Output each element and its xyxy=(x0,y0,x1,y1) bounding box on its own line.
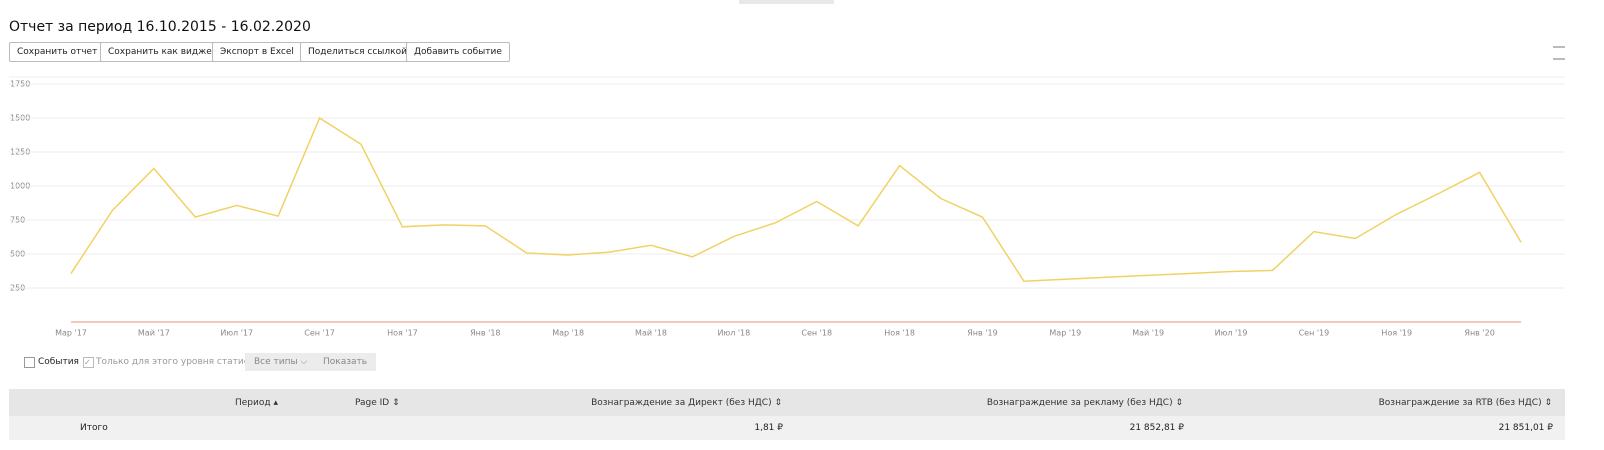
types-label: Все типы xyxy=(254,357,298,367)
tab-handle xyxy=(739,0,834,4)
toolbar-button[interactable]: Добавить событие xyxy=(406,42,510,62)
column-header[interactable]: Page ID ⇕ xyxy=(355,398,400,408)
level-only-label[interactable]: Только для этого уровня статистики xyxy=(96,357,272,367)
checkbox[interactable] xyxy=(24,357,35,368)
x-tick-label: Сен '17 xyxy=(304,329,335,338)
toolbar-button[interactable]: Поделиться ссылкой xyxy=(300,42,415,62)
cell-value: 21 852,81 ₽ xyxy=(1129,423,1184,433)
x-tick-label: Ноя '19 xyxy=(1381,329,1412,338)
x-tick-label: Сен '19 xyxy=(1299,329,1330,338)
x-tick-label: Мар '18 xyxy=(552,329,584,338)
x-tick-label: Мар '19 xyxy=(1049,329,1081,338)
column-title: Вознаграждение за Директ (без НДС) xyxy=(591,398,772,408)
x-tick-label: Ноя '18 xyxy=(884,329,915,338)
column-title: Вознаграждение за RTB (без НДС) xyxy=(1378,398,1542,408)
events-label[interactable]: События xyxy=(38,357,79,367)
column-title: Период xyxy=(235,398,271,408)
x-tick-label: Июл '18 xyxy=(717,329,750,338)
x-tick-label: Июл '19 xyxy=(1215,329,1248,338)
column-header[interactable]: Вознаграждение за RTB (без НДС) ⇕ xyxy=(1378,398,1552,408)
toolbar-button[interactable]: Сохранить как виджет xyxy=(100,42,225,62)
cell-value: 21 851,01 ₽ xyxy=(1498,423,1553,433)
column-header[interactable]: Период ▴ xyxy=(235,398,278,408)
row-label: Итого xyxy=(80,423,108,433)
x-tick-label: Май '18 xyxy=(635,329,667,338)
x-tick-label: Янв '20 xyxy=(1464,329,1494,338)
types-dropdown[interactable]: Все типы ⌵ xyxy=(245,353,317,371)
column-title: Вознаграждение за рекламу (без НДС) xyxy=(986,398,1173,408)
x-tick-label: Янв '19 xyxy=(967,329,997,338)
checkbox[interactable]: ✓ xyxy=(83,357,94,368)
x-tick-label: Май '17 xyxy=(138,329,170,338)
x-tick-label: Сен '18 xyxy=(801,329,832,338)
column-header[interactable]: Вознаграждение за Директ (без НДС) ⇕ xyxy=(591,398,782,408)
x-tick-label: Янв '18 xyxy=(470,329,500,338)
toolbar-button[interactable]: Сохранить отчет xyxy=(9,42,106,62)
x-tick-label: Мар '17 xyxy=(55,329,87,338)
show-button[interactable]: Показать xyxy=(314,353,377,371)
toolbar-button[interactable]: Экспорт в Excel xyxy=(212,42,302,62)
table-total-row xyxy=(9,416,1565,440)
settings-icon[interactable] xyxy=(1553,46,1565,60)
x-tick-label: Июл '17 xyxy=(220,329,253,338)
column-title: Page ID xyxy=(355,398,390,408)
table-header xyxy=(9,389,1565,416)
x-tick-label: Ноя '17 xyxy=(387,329,418,338)
report-title: Отчет за период 16.10.2015 - 16.02.2020 xyxy=(9,19,311,35)
cell-value: 1,81 ₽ xyxy=(754,423,783,433)
x-tick-label: Май '19 xyxy=(1132,329,1164,338)
data-line xyxy=(70,116,1522,282)
column-header[interactable]: Вознаграждение за рекламу (без НДС) ⇕ xyxy=(986,398,1183,408)
